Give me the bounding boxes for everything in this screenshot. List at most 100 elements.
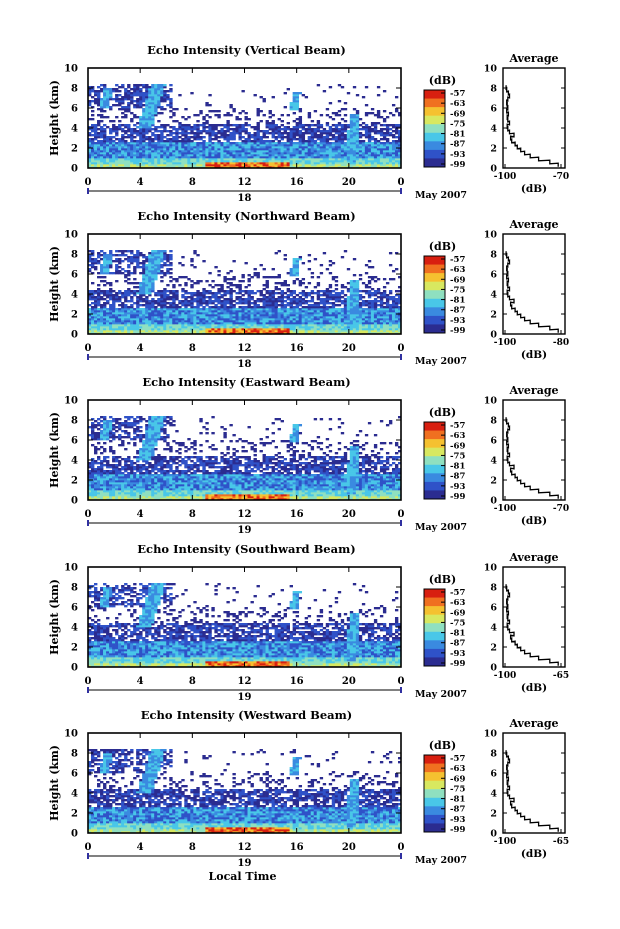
- echo-cell: [247, 284, 251, 287]
- echo-cell: [349, 148, 354, 151]
- echo-cell: [205, 332, 209, 335]
- echo-cell: [181, 132, 185, 135]
- echo-cell: [136, 314, 140, 317]
- echo-cell: [112, 124, 116, 127]
- echo-cell: [130, 320, 134, 323]
- echo-cell: [106, 260, 110, 263]
- echo-cell: [151, 280, 155, 283]
- echo-cell: [109, 304, 113, 307]
- echo-cell: [145, 306, 149, 309]
- echo-cell: [160, 312, 164, 315]
- echo-cell: [208, 312, 212, 315]
- echo-cell: [343, 294, 348, 297]
- echo-cell: [343, 126, 348, 129]
- echo-cell: [304, 156, 309, 159]
- echo-cell: [100, 156, 104, 159]
- echo-cell: [295, 122, 300, 125]
- echo-cell: [349, 122, 354, 125]
- echo-cell: [145, 88, 149, 91]
- echo-cell: [235, 296, 239, 299]
- echo-cell: [238, 300, 242, 303]
- echo-cell: [223, 142, 227, 145]
- echo-cell: [109, 152, 113, 155]
- echo-cell: [118, 298, 122, 301]
- echo-cell: [361, 154, 366, 157]
- echo-cell: [151, 306, 155, 309]
- echo-cell: [370, 164, 375, 167]
- echo-cell: [334, 158, 339, 161]
- echo-cell: [97, 298, 101, 301]
- echo-cell: [361, 324, 366, 327]
- echo-cell: [100, 102, 104, 105]
- echo-cell: [259, 130, 263, 133]
- echo-cell: [355, 142, 360, 145]
- echo-cell: [181, 288, 185, 291]
- echo-cell: [187, 162, 191, 165]
- echo-cell: [268, 112, 272, 115]
- echo-cell: [142, 282, 146, 285]
- echo-cell: [211, 156, 215, 159]
- echo-cell: [223, 158, 227, 161]
- echo-cell: [361, 158, 366, 161]
- echo-cell: [244, 112, 248, 115]
- echo-cell: [271, 322, 275, 325]
- echo-cell: [154, 100, 158, 103]
- echo-cell: [319, 166, 324, 169]
- echo-cell: [124, 328, 128, 331]
- echo-cell: [289, 106, 293, 109]
- profile-frame: [502, 67, 566, 169]
- echo-cell: [280, 146, 284, 149]
- echo-cell: [235, 326, 239, 329]
- echo-cell: [325, 148, 330, 151]
- echo-cell: [106, 292, 110, 295]
- echo-cell: [151, 120, 155, 123]
- echo-cell: [298, 156, 303, 159]
- echo-cell: [178, 122, 182, 125]
- echo-cell: [295, 266, 300, 269]
- echo-cell: [106, 144, 110, 147]
- echo-cell: [160, 324, 164, 327]
- echo-cell: [322, 300, 327, 303]
- echo-cell: [367, 148, 372, 151]
- echo-cell: [94, 332, 98, 335]
- echo-cell: [325, 134, 330, 137]
- echo-cell: [295, 272, 300, 275]
- echo-cell: [142, 298, 146, 301]
- x-tick-label: 0: [85, 177, 92, 188]
- echo-cell: [289, 142, 293, 145]
- echo-cell: [322, 158, 327, 161]
- echo-cell: [262, 312, 266, 315]
- echo-cell: [217, 328, 221, 331]
- echo-cell: [178, 306, 182, 309]
- echo-cell: [145, 296, 149, 299]
- x-tick-label: 4: [137, 177, 144, 188]
- echo-cell: [148, 310, 152, 313]
- echo-cell: [274, 158, 278, 161]
- echo-cell: [271, 314, 275, 317]
- echo-cell: [247, 158, 251, 161]
- echo-cell: [151, 308, 155, 311]
- echo-cell: [127, 312, 131, 315]
- echo-cell: [223, 320, 227, 323]
- echo-cell: [307, 164, 312, 167]
- echo-cell: [124, 258, 128, 261]
- echo-cell: [217, 146, 221, 149]
- echo-cell: [232, 300, 236, 303]
- echo-cell: [133, 282, 137, 285]
- echo-cell: [127, 278, 131, 281]
- echo-cell: [103, 322, 107, 325]
- echo-cell: [397, 126, 402, 129]
- echo-cell: [145, 104, 149, 107]
- echo-cell: [262, 150, 266, 153]
- echo-cell: [370, 108, 375, 111]
- echo-cell: [88, 158, 92, 161]
- echo-cell: [250, 328, 254, 331]
- echo-cell: [313, 302, 318, 305]
- echo-cell: [355, 316, 360, 319]
- echo-cell: [166, 324, 170, 327]
- echo-cell: [307, 322, 312, 325]
- echo-cell: [247, 134, 251, 137]
- echo-cell: [220, 288, 224, 291]
- echo-cell: [394, 158, 399, 161]
- echo-cell: [208, 138, 212, 141]
